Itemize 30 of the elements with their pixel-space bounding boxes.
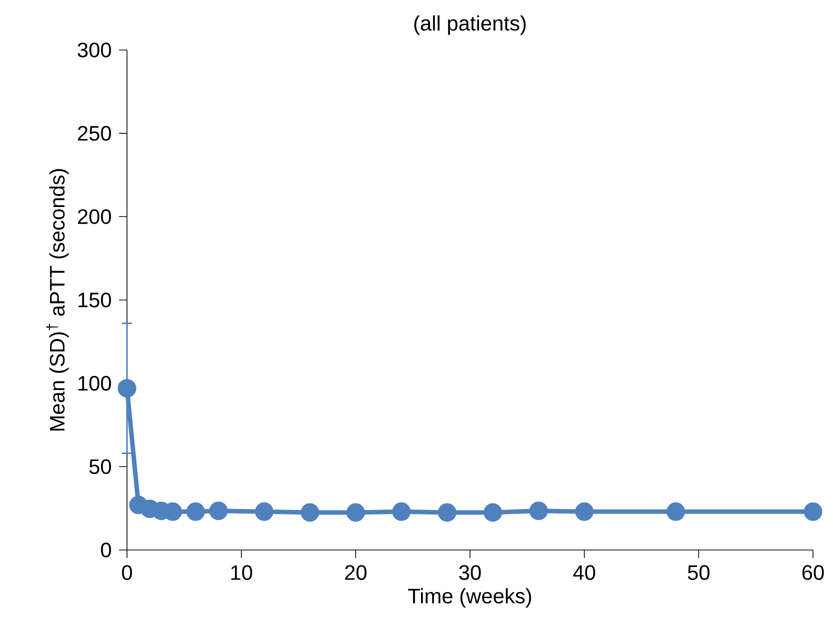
point [300,503,320,522]
point [438,503,456,522]
point [186,502,205,521]
y-tick-label: 100 [78,376,112,391]
y-tick-label: 300 [78,42,112,58]
point [254,502,274,521]
point [575,502,594,521]
y-axis-title: Mean (SD)$^{†}$ aPTT (seconds) [46,169,69,430]
point [392,502,411,521]
point [666,502,686,521]
chart-title: (all patients) [414,15,526,35]
point [484,503,502,522]
x-tick-label: 10 [231,565,252,580]
y-tick-label: 50 [89,459,112,474]
y-tick-label: 0 [101,542,112,558]
x-tick-label: 60 [802,565,824,580]
point [118,379,136,398]
point [804,502,822,521]
x-axis-title: Time (weeks) [408,588,532,608]
x-tick-label: 50 [688,565,710,580]
point [529,502,548,520]
y-tick-label: 200 [78,209,112,224]
point [346,503,365,522]
x-tick-label: 0 [122,565,132,580]
x-tick-label: 40 [573,565,596,580]
point [209,502,228,520]
x-tick-label: 30 [459,565,481,580]
y-tick-label: 150 [78,292,112,308]
x-tick-label: 20 [345,565,366,580]
y-tick-label: 250 [78,126,112,141]
